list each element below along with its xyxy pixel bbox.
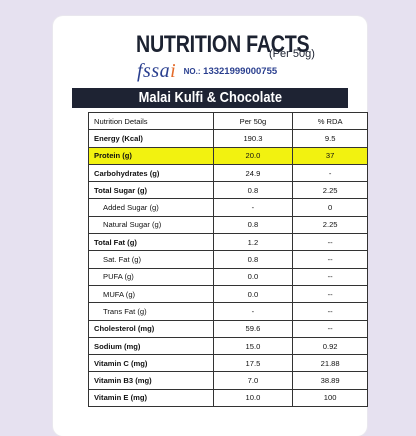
rda-value: -- <box>292 250 368 269</box>
table-row: Cholesterol (mg) 59.6 -- <box>88 319 368 338</box>
per-50g-value: 190.3 <box>212 129 294 148</box>
rda-value: -- <box>292 319 368 338</box>
column-header-rda: % RDA <box>292 111 368 131</box>
rda-value: 2.25 <box>292 181 368 200</box>
product-name: Malai Kulfi & Chocolate <box>138 89 282 106</box>
column-header-nutrient: Nutrition Details <box>88 111 214 131</box>
per-50g-value: 0.0 <box>212 267 294 286</box>
license-number: 13321999000755 <box>203 66 278 77</box>
rda-value: 38.89 <box>292 371 368 390</box>
table-row: Natural Sugar (g) 0.8 2.25 <box>88 215 368 235</box>
per-50g-value: - <box>212 198 294 217</box>
nutrient-label: Cholesterol (mg) <box>88 319 214 338</box>
table-row: Sat. Fat (g) 0.8 -- <box>88 250 368 269</box>
nutrient-label: Vitamin E (mg) <box>88 388 214 408</box>
fssai-row: fssai NO.: 13321999000755 <box>137 60 277 82</box>
nutrient-label: Vitamin B3 (mg) <box>88 371 214 390</box>
table-row: Vitamin B3 (mg) 7.0 38.89 <box>88 371 368 390</box>
table-row: Carbohydrates (g) 24.9- <box>88 163 368 183</box>
rda-value: - <box>292 163 368 183</box>
page-title: NUTRITION FACTS <box>136 31 310 58</box>
table-row: PUFA (g) 0.0 -- <box>88 267 368 286</box>
table-row: Sodium (mg) 15.0 0.92 <box>88 336 368 356</box>
table-row: Total Fat (g) 1.2 -- <box>88 233 368 252</box>
table-row: Vitamin C (mg) 17.5 21.88 <box>88 354 368 373</box>
rda-value: 100 <box>292 388 368 408</box>
per-50g-value: 0.8 <box>212 215 294 235</box>
nutrient-label: Energy (Kcal) <box>88 129 214 148</box>
table-header-row: Nutrition Details Per 50g % RDA <box>88 111 368 131</box>
table-row: MUFA (g) 0.0 -- <box>88 284 368 304</box>
title-line: NUTRITION FACTS <box>136 31 348 59</box>
nutrient-label: Sodium (mg) <box>88 336 214 356</box>
rda-value: 21.88 <box>292 354 368 373</box>
fssai-logo-accent: i <box>170 60 177 82</box>
per-50g-value: 59.6 <box>212 319 294 338</box>
rda-value: 2.25 <box>292 215 368 235</box>
per-50g-value: 0.8 <box>212 181 294 200</box>
rda-value: -- <box>292 284 368 304</box>
product-bar: Malai Kulfi & Chocolate <box>72 88 348 108</box>
nutrition-card: NUTRITION FACTS (Per 50g) fssai NO.: 133… <box>53 16 368 436</box>
per-50g-value: 17.5 <box>212 354 294 373</box>
rda-value: -- <box>292 302 368 321</box>
nutrient-label: MUFA (g) <box>88 284 214 304</box>
rda-value: 0 <box>292 198 368 217</box>
rda-value: 37 <box>292 146 368 165</box>
per-50g-value: 24.9 <box>212 163 294 183</box>
nutrient-label: PUFA (g) <box>88 267 214 286</box>
label-header: NUTRITION FACTS (Per 50g) fssai NO.: 133… <box>53 16 367 82</box>
serving-basis: (Per 50g) <box>269 48 315 60</box>
rda-value: -- <box>292 233 368 252</box>
per-50g-value: 10.0 <box>212 388 294 408</box>
table-row: Trans Fat (g) - -- <box>88 302 368 321</box>
column-header-per-50g: Per 50g <box>212 111 294 131</box>
table-row: Energy (Kcal) 190.3 9.5 <box>88 129 368 148</box>
per-50g-value: 15.0 <box>212 336 294 356</box>
nutrient-label: Carbohydrates (g) <box>88 163 214 183</box>
nutrient-label: Total Sugar (g) <box>88 181 214 200</box>
nutrient-label: Vitamin C (mg) <box>88 354 214 373</box>
table-row: Total Sugar (g) 0.8 2.25 <box>88 181 368 200</box>
per-50g-value: 20.0 <box>212 146 294 165</box>
license: NO.: 13321999000755 <box>184 66 278 77</box>
nutrient-label: Sat. Fat (g) <box>88 250 214 269</box>
nutrient-label: Total Fat (g) <box>88 233 214 252</box>
rda-value: 0.92 <box>292 336 368 356</box>
per-50g-value: 0.8 <box>212 250 294 269</box>
rda-value: -- <box>292 267 368 286</box>
rda-value: 9.5 <box>292 129 368 148</box>
per-50g-value: - <box>212 302 294 321</box>
nutrient-label: Protein (g) <box>88 146 214 165</box>
nutrient-label: Natural Sugar (g) <box>88 215 214 235</box>
license-label: NO.: <box>183 67 201 76</box>
nutrient-label: Added Sugar (g) <box>88 198 214 217</box>
table-body: Energy (Kcal) 190.3 9.5 Protein (g) 20.0 37 Ca… <box>88 129 368 408</box>
fssai-logo: fssai <box>137 60 177 82</box>
table-row: Vitamin E (mg) 10.0 100 <box>88 388 368 408</box>
nutrition-table: Nutrition Details Per 50g % RDA Energy (… <box>88 111 368 408</box>
per-50g-value: 0.0 <box>212 284 294 304</box>
per-50g-value: 7.0 <box>212 371 294 390</box>
nutrient-label: Trans Fat (g) <box>88 302 214 321</box>
per-50g-value: 1.2 <box>212 233 294 252</box>
table-row: Protein (g) 20.0 37 <box>88 146 368 165</box>
table-row: Added Sugar (g) -0 <box>88 198 368 217</box>
